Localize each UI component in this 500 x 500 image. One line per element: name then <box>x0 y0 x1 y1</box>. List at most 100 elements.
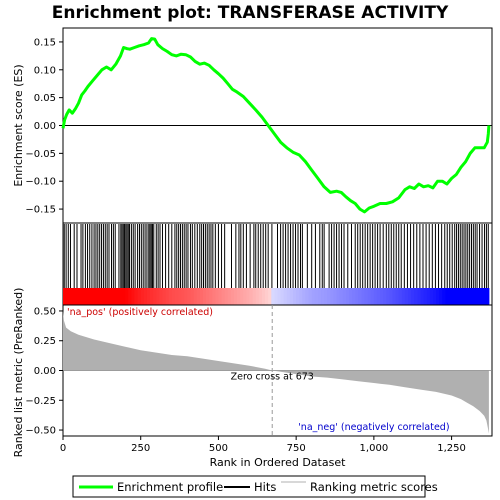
heatmap-cell <box>87 288 92 305</box>
heatmap-cell <box>423 288 428 305</box>
hits-panel <box>62 222 493 306</box>
heatmap-cell <box>202 288 207 305</box>
heatmap-cell <box>237 288 241 305</box>
heatmap-cell <box>90 288 95 305</box>
legend-hits-label: Hits <box>254 480 276 494</box>
heatmap-cell <box>333 288 338 305</box>
heatmap-cell <box>364 288 369 305</box>
heatmap-cell <box>349 288 353 305</box>
heatmap-cell <box>361 288 366 305</box>
heatmap-cell <box>165 288 170 305</box>
heatmap-cell <box>128 288 132 305</box>
heatmap-cell <box>283 288 288 305</box>
heatmap-cell <box>243 288 247 305</box>
heatmap-cell <box>445 288 449 305</box>
heatmap-cell <box>66 288 70 305</box>
heatmap-cell <box>417 288 421 305</box>
heatmap-cell <box>467 288 471 305</box>
heatmap-cell <box>63 288 67 305</box>
heatmap-cell <box>289 288 294 305</box>
es-y-tick-label: −0.05 <box>25 149 56 160</box>
heatmap-cell <box>106 288 111 305</box>
heatmap-cell <box>118 288 123 305</box>
x-tick-label: 0 <box>60 443 66 454</box>
heatmap-cell <box>69 288 73 305</box>
heatmap-cell <box>299 288 303 305</box>
heatmap-cell <box>84 288 89 305</box>
heatmap-cell <box>255 288 260 305</box>
heatmap-cell <box>286 288 291 305</box>
es-y-tick-label: −0.15 <box>25 205 56 216</box>
heatmap-cell <box>115 288 120 305</box>
heatmap-cell <box>448 288 453 305</box>
heatmap-cell <box>408 288 412 305</box>
enrichment-profile-line <box>61 37 491 214</box>
heatmap-cell <box>277 288 282 305</box>
heatmap-cell <box>212 288 216 305</box>
heatmap-cell <box>411 288 415 305</box>
heatmap-cell <box>156 288 160 305</box>
heatmap-cell <box>432 288 437 305</box>
heatmap-cell <box>342 288 347 305</box>
x-tick-label: 250 <box>131 443 150 454</box>
es-y-tick-label: 0.10 <box>34 65 56 76</box>
heatmap-cell <box>206 288 210 305</box>
heatmap-cell <box>311 288 316 305</box>
heatmap-cell <box>168 288 173 305</box>
x-axis-label: Rank in Ordered Dataset <box>210 456 347 469</box>
heatmap-cell <box>308 288 313 305</box>
heatmap-cell <box>457 288 462 305</box>
heatmap-cell <box>345 288 350 305</box>
heatmap-cell <box>476 288 481 305</box>
heatmap-cell <box>420 288 425 305</box>
es-y-axis-label: Enrichment score (ES) <box>12 64 25 186</box>
ranking-y-tick-label: 0.25 <box>34 336 56 347</box>
heatmap-cell <box>199 288 204 305</box>
heatmap-cell <box>150 288 154 305</box>
es-y-tick-label: −0.10 <box>25 177 56 188</box>
ranking-metric-panel: −0.50 −0.25 0.00 0.25 0.50 0 250 500 750 1,000 1,2… <box>25 304 493 454</box>
heatmap-cell <box>293 288 297 305</box>
heatmap-cell <box>78 288 83 305</box>
heatmap-cell <box>218 288 223 305</box>
heatmap-cell <box>146 288 151 305</box>
heatmap-cell <box>436 288 440 305</box>
heatmap-cell <box>358 288 362 305</box>
heatmap-cell <box>271 288 275 305</box>
heatmap-cell <box>171 288 176 305</box>
chart-title: Enrichment plot: TRANSFERASE ACTIVITY <box>52 3 449 23</box>
heatmap-cell <box>386 288 390 305</box>
heatmap-cell <box>339 288 344 305</box>
heatmap-cell <box>131 288 135 305</box>
heatmap-cell <box>209 288 213 305</box>
heatmap-cell <box>321 288 325 305</box>
ranking-y-axis-label: Ranked list metric (PreRanked) <box>12 288 25 458</box>
heatmap-cell <box>305 288 310 305</box>
heatmap-cell <box>178 288 182 305</box>
heatmap-cell <box>134 288 139 305</box>
heatmap-cell <box>280 288 285 305</box>
heatmap-cell <box>268 288 272 305</box>
heatmap-cell <box>330 288 334 305</box>
heatmap-cell <box>215 288 219 305</box>
heatmap-cell <box>81 288 86 305</box>
heatmap-cell <box>464 288 468 305</box>
heatmap-cell <box>261 288 266 305</box>
heatmap-cell <box>389 288 394 305</box>
heatmap-cell <box>224 288 229 305</box>
es-y-tick-label: 0.05 <box>34 93 56 104</box>
heatmap-cell <box>100 288 104 305</box>
heatmap-cell <box>274 288 278 305</box>
heatmap-cell <box>184 288 188 305</box>
heatmap-cell <box>252 288 257 305</box>
legend-ranking-label: Ranking metric scores <box>310 480 438 494</box>
heatmap-cell <box>485 288 490 305</box>
es-y-tick-label: 0.15 <box>34 37 56 48</box>
heatmap-cell <box>162 288 167 305</box>
ranking-y-tick-label: 0.00 <box>34 366 56 377</box>
heatmap-cell <box>352 288 356 305</box>
heatmap-cell <box>230 288 235 305</box>
heatmap-cell <box>367 288 372 305</box>
heatmap-cell <box>395 288 400 305</box>
x-tick-label: 1,250 <box>437 443 466 454</box>
